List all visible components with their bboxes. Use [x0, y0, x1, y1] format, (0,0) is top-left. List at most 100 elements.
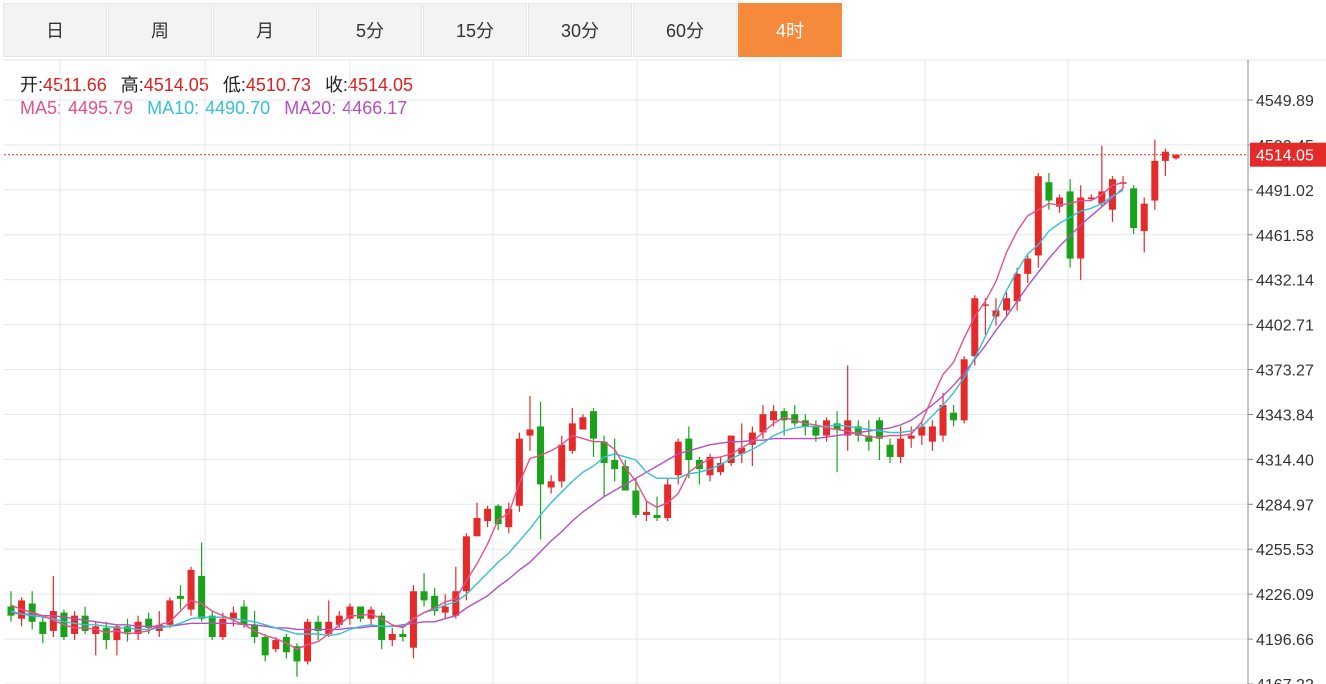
- tab-7[interactable]: 4时: [738, 3, 842, 57]
- y-tick-label: 4167.22: [1256, 677, 1314, 684]
- candle-up: [92, 626, 100, 634]
- candle-up: [960, 359, 968, 421]
- tab-2[interactable]: 月: [213, 3, 317, 57]
- candle-down: [145, 618, 153, 628]
- candle-down: [611, 459, 619, 470]
- candle-up: [505, 508, 513, 528]
- candle-up: [727, 435, 735, 464]
- candle-down: [102, 627, 110, 641]
- y-tick-label: 4255.53: [1256, 542, 1314, 559]
- candle-up: [770, 411, 778, 421]
- y-tick-label: 4196.66: [1256, 632, 1314, 649]
- low-label: 低:: [222, 75, 246, 95]
- candle-up: [928, 426, 936, 442]
- candle-down: [791, 414, 799, 424]
- last-price-badge: [1250, 142, 1326, 167]
- candle-up: [473, 517, 481, 537]
- candle-down: [240, 606, 248, 625]
- candle-up: [1056, 197, 1063, 207]
- candle-down: [420, 591, 428, 601]
- candle-up: [759, 414, 767, 433]
- candle-down: [812, 426, 820, 436]
- ma10-line: [10, 189, 1124, 637]
- candle-up: [113, 626, 121, 641]
- candle-up: [515, 438, 523, 506]
- candle-down: [621, 466, 629, 491]
- candle-down: [950, 412, 958, 421]
- y-tick-label: 4402.71: [1256, 318, 1314, 335]
- ma5-value: 4495.79: [68, 98, 134, 118]
- candle-down: [261, 637, 269, 656]
- ma-info: MA5: 4495.79 MA10: 4490.70 MA20: 4466.17: [20, 98, 421, 119]
- y-tick-label: 4284.97: [1256, 497, 1314, 514]
- candle-up: [229, 612, 237, 619]
- candle-up: [981, 304, 989, 306]
- open-label: 开:: [20, 75, 44, 95]
- y-tick-label: 4314.40: [1256, 452, 1314, 469]
- candle-up: [71, 615, 79, 634]
- candle-down: [124, 626, 131, 633]
- tab-6[interactable]: 60分: [633, 3, 737, 57]
- candle-up: [664, 484, 672, 518]
- candle-up: [335, 615, 343, 625]
- candle-up: [462, 536, 470, 592]
- candle-down: [314, 621, 322, 631]
- candle-up: [1013, 273, 1021, 302]
- candle-down: [494, 505, 502, 525]
- tab-1[interactable]: 周: [108, 3, 212, 57]
- tab-5[interactable]: 30分: [528, 3, 632, 57]
- candle-down: [590, 411, 597, 439]
- candle-up: [674, 441, 682, 476]
- candle-down: [39, 621, 47, 634]
- candle-down: [854, 426, 862, 436]
- candle-up: [166, 600, 174, 625]
- ma20-value: 4466.17: [342, 98, 408, 118]
- candle-down: [685, 438, 693, 460]
- candle-up: [642, 511, 650, 515]
- open-value: 4511.66: [43, 75, 107, 95]
- candle-up: [1140, 203, 1148, 232]
- ma20-label: MA20:: [284, 98, 337, 118]
- candle-down: [600, 441, 608, 464]
- candle-up: [1003, 298, 1011, 311]
- tab-0[interactable]: 日: [3, 3, 107, 57]
- ma5-label: MA5:: [20, 98, 63, 118]
- candle-up: [49, 611, 57, 631]
- ma20-line: [10, 187, 1124, 631]
- candle-up: [1098, 191, 1106, 204]
- high-value: 4514.05: [143, 75, 209, 95]
- high-label: 高:: [120, 75, 144, 95]
- candle-down: [431, 595, 439, 612]
- candle-up: [346, 606, 354, 619]
- candle-up: [1077, 197, 1085, 259]
- ma10-value: 4490.70: [205, 98, 271, 118]
- candle-up: [738, 447, 746, 454]
- candle-up: [907, 435, 915, 439]
- candle-up: [304, 621, 312, 662]
- candle-up: [1172, 154, 1180, 159]
- y-tick-label: 4226.09: [1256, 587, 1314, 604]
- candle-down: [1130, 188, 1138, 229]
- candle-up: [706, 456, 714, 476]
- y-tick-label: 4373.27: [1256, 363, 1314, 380]
- candle-up: [272, 640, 280, 650]
- candle-down: [293, 646, 301, 662]
- tab-4[interactable]: 15分: [423, 3, 527, 57]
- tab-3[interactable]: 5分: [318, 3, 422, 57]
- candle-down: [780, 411, 788, 421]
- candle-up: [579, 417, 587, 430]
- y-tick-label: 4432.14: [1256, 273, 1314, 290]
- candle-down: [833, 423, 841, 430]
- ma5-line: [10, 181, 1124, 650]
- candle-up: [568, 423, 576, 451]
- candle-down: [1066, 191, 1074, 259]
- candle-down: [81, 615, 89, 631]
- candle-up: [1108, 179, 1116, 210]
- candle-up: [134, 621, 142, 634]
- ohlc-info: 开:4511.66 高:4514.05 低:4510.73 收:4514.05: [20, 71, 427, 97]
- candle-down: [886, 444, 894, 457]
- y-tick-label: 4461.58: [1256, 228, 1314, 245]
- y-tick-label: 4491.02: [1256, 183, 1314, 200]
- candle-down: [378, 615, 386, 641]
